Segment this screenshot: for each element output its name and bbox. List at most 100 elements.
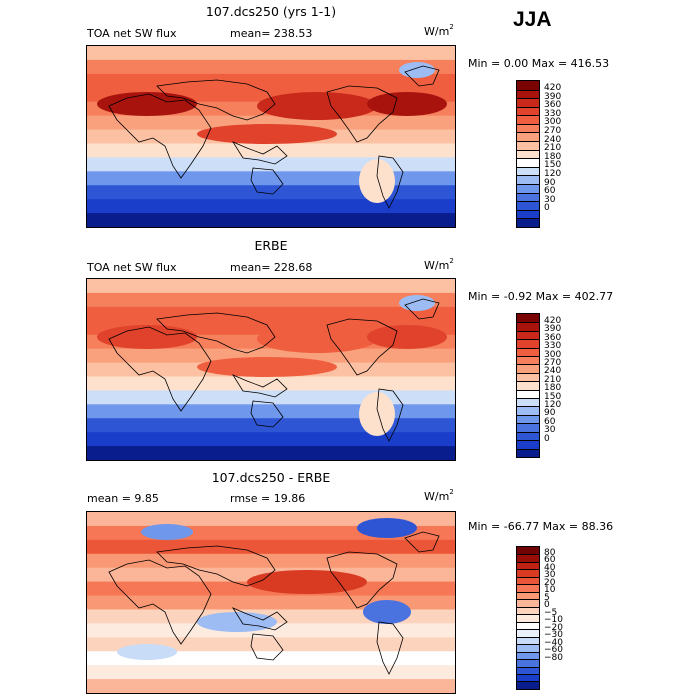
colorbar-box xyxy=(517,175,539,184)
colorbar-box xyxy=(517,414,539,424)
coastline xyxy=(250,633,284,661)
colorbar-box xyxy=(517,192,539,202)
colorbar-box xyxy=(517,322,539,331)
panel2-variable: TOA net SW flux xyxy=(87,261,177,274)
panel3-colorbar xyxy=(516,546,540,690)
field-patch xyxy=(367,92,447,116)
colorbar-box xyxy=(517,423,539,432)
field-band xyxy=(87,651,455,667)
coastline xyxy=(231,374,288,398)
colorbar-label: 0 xyxy=(544,600,550,611)
colorbar-label: 360 xyxy=(544,100,562,111)
colorbar-label: −10 xyxy=(544,615,563,626)
colorbar-label: −5 xyxy=(544,607,558,618)
colorbar-box xyxy=(517,166,539,176)
colorbar-label: 210 xyxy=(544,374,562,385)
field-patch xyxy=(197,357,337,377)
colorbar-label: 240 xyxy=(544,134,562,145)
colorbar-box xyxy=(517,115,539,124)
panel2-minmax: Min = -0.92 Max = 402.77 xyxy=(468,290,614,303)
field-band xyxy=(87,418,455,434)
colorbar-label: 330 xyxy=(544,108,562,119)
colorbar-box xyxy=(517,614,539,622)
colorbar-box xyxy=(517,554,539,562)
colorbar-box xyxy=(517,381,539,390)
colorbar-box xyxy=(517,599,539,607)
colorbar-label: 300 xyxy=(544,349,562,360)
colorbar-label: 30 xyxy=(544,425,556,436)
field-band xyxy=(87,679,455,693)
panel2-colorbar xyxy=(516,313,540,458)
colorbar-box xyxy=(517,629,539,637)
colorbar-box xyxy=(517,569,539,577)
coastline xyxy=(108,93,212,179)
field-band xyxy=(87,115,455,131)
field-band xyxy=(87,432,455,448)
colorbar-label: 360 xyxy=(544,332,562,343)
field-patch xyxy=(97,92,197,116)
panel1-title: 107.dcs250 (yrs 1-1) xyxy=(205,4,337,19)
colorbar-box xyxy=(517,659,539,667)
colorbar-label: 0 xyxy=(544,203,550,214)
field-patch xyxy=(197,612,277,632)
colorbar-box xyxy=(517,183,539,193)
field-band xyxy=(87,199,455,215)
field-band xyxy=(87,292,455,308)
colorbar-box xyxy=(517,389,539,399)
colorbar-label: 90 xyxy=(544,177,556,188)
panel1-variable: TOA net SW flux xyxy=(87,27,177,40)
coastline xyxy=(250,167,284,195)
colorbar-label: 30 xyxy=(544,570,556,581)
coastline xyxy=(376,388,404,442)
colorbar-label: 420 xyxy=(544,83,562,94)
coastline xyxy=(326,318,398,376)
colorbar-label: 240 xyxy=(544,366,562,377)
colorbar-box xyxy=(517,372,539,382)
colorbar-box xyxy=(517,681,539,689)
colorbar-label: −40 xyxy=(544,637,563,648)
panel2-map xyxy=(86,278,456,461)
colorbar-box xyxy=(517,547,539,555)
colorbar-box xyxy=(517,339,539,348)
colorbar-label: 180 xyxy=(544,383,562,394)
field-patch xyxy=(359,392,395,436)
colorbar-box xyxy=(517,584,539,592)
colorbar-box xyxy=(517,591,539,600)
coastline xyxy=(108,559,212,645)
colorbar-box xyxy=(517,132,539,142)
colorbar-box xyxy=(517,218,539,227)
colorbar-label: 210 xyxy=(544,143,562,154)
coastline xyxy=(326,85,398,143)
field-patch xyxy=(247,570,367,594)
colorbar-box xyxy=(517,561,539,570)
coastline xyxy=(404,531,440,553)
field-band xyxy=(87,539,455,555)
panel3-map xyxy=(86,511,456,694)
field-patch xyxy=(367,325,447,349)
field-band xyxy=(87,306,455,322)
colorbar-label: 30 xyxy=(544,194,556,205)
colorbar-box xyxy=(517,621,539,630)
colorbar-label: 270 xyxy=(544,357,562,368)
colorbar-box xyxy=(517,644,539,652)
colorbar-box xyxy=(517,201,539,210)
colorbar-label: 20 xyxy=(544,577,556,588)
colorbar-label: 40 xyxy=(544,562,556,573)
field-patch xyxy=(197,124,337,144)
colorbar-label: 10 xyxy=(544,585,556,596)
colorbar-label: 120 xyxy=(544,168,562,179)
coastline xyxy=(231,607,288,631)
coastline xyxy=(376,155,404,209)
colorbar-label: 270 xyxy=(544,126,562,137)
coastline xyxy=(156,312,276,354)
field-band xyxy=(87,279,455,294)
field-patch xyxy=(257,325,377,353)
panel1-units: W/m2 xyxy=(424,23,454,38)
colorbar-box xyxy=(517,576,539,585)
colorbar-box xyxy=(517,106,539,116)
colorbar-box xyxy=(517,364,539,373)
colorbar-box xyxy=(517,89,539,99)
coastline xyxy=(156,545,276,587)
field-band xyxy=(87,623,455,639)
colorbar-box xyxy=(517,448,539,457)
